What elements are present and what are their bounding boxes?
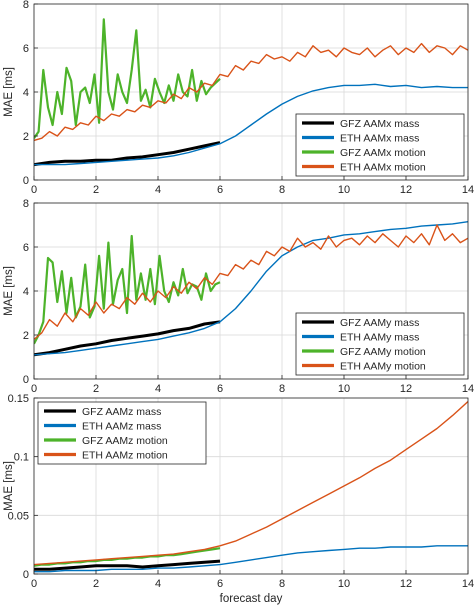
- axes-box: [33, 397, 469, 575]
- legend-entry: GFZ AAMz motion: [82, 435, 168, 447]
- series-line-1: [34, 559, 221, 571]
- legend-entry: ETH AAMy motion: [340, 361, 426, 373]
- x-tick-label: 0: [31, 184, 37, 196]
- x-tick-label: 12: [400, 383, 412, 395]
- y-tick-label: 4: [23, 286, 29, 298]
- x-tick-label: 4: [155, 578, 161, 590]
- x-tick-label: 6: [217, 578, 223, 590]
- x-tick-label: 14: [462, 383, 474, 395]
- x-tick-label: 10: [338, 578, 350, 590]
- x-tick-label: 12: [400, 578, 412, 590]
- series-line-2: [34, 545, 468, 573]
- series-line-2: [34, 83, 468, 166]
- x-tick-label: 8: [279, 578, 285, 590]
- legend: GFZ AAMx mass ETH AAMx mass GFZ AAMx motio…: [295, 113, 465, 177]
- series-line-3: [34, 547, 221, 567]
- x-tick-label: 12: [400, 184, 412, 196]
- series-line-4: [34, 400, 468, 566]
- chart-panel-3: 0 2 4 6 8 10 12 14 0 0.05 0.1 0.15 MAE [ms] forecast …: [3, 393, 474, 605]
- x-tick-label: 14: [462, 578, 474, 590]
- legend-entry: ETH AAMz mass: [82, 421, 161, 433]
- series-line-1: [34, 141, 221, 167]
- x-tick-label: 2: [93, 184, 99, 196]
- y-tick-label: 2: [23, 330, 29, 342]
- x-tick-label: 6: [217, 383, 223, 395]
- y-tick-label: 0: [23, 569, 29, 581]
- y-tick-label: 8: [23, 198, 29, 210]
- x-tick-label: 2: [93, 578, 99, 590]
- legend: GFZ AAMy mass ETH AAMy mass GFZ AAMy motio…: [295, 312, 465, 376]
- chart-panel-2: 0 2 4 6 8 10 12 14 0 2 4 6 8 MAE [ms] GFZ AAMy mass ETH…: [3, 198, 474, 395]
- x-tick-label: 10: [338, 184, 350, 196]
- series-line-4: [34, 224, 468, 340]
- y-tick-label: 6: [23, 242, 29, 254]
- y-tick-label: 0.15: [8, 393, 29, 405]
- legend-entry: GFZ AAMy motion: [340, 346, 426, 358]
- y-axis-label: MAE [ms]: [3, 461, 15, 511]
- series-line-4: [34, 42, 468, 142]
- y-tick-label: 6: [23, 43, 29, 55]
- legend-entry: GFZ AAMx mass: [340, 118, 419, 130]
- x-tick-label: 6: [217, 184, 223, 196]
- y-tick-label: 0: [23, 175, 29, 187]
- x-tick-label: 4: [155, 184, 161, 196]
- series-line-2: [34, 221, 468, 356]
- legend-entry: GFZ AAMx motion: [340, 147, 426, 159]
- legend: GFZ AAMz mass ETH AAMz mass GFZ AAMz motio…: [37, 401, 207, 465]
- series-line-1: [34, 320, 221, 357]
- x-tick-label: 0: [31, 578, 37, 590]
- x-tick-label: 4: [155, 383, 161, 395]
- y-axis-label: MAE [ms]: [3, 67, 15, 117]
- y-tick-label: 8: [23, 0, 29, 11]
- legend-entry: GFZ AAMy mass: [340, 317, 419, 329]
- y-tick-label: 4: [23, 87, 29, 99]
- legend-entry: GFZ AAMz mass: [82, 406, 161, 418]
- x-axis-label: forecast day: [220, 593, 283, 605]
- series-line-3: [34, 234, 221, 345]
- legend-entry: ETH AAMx mass: [340, 133, 419, 145]
- y-axis-label: MAE [ms]: [3, 266, 15, 316]
- legend-entry: ETH AAMy mass: [340, 332, 419, 344]
- x-tick-label: 0: [31, 383, 37, 395]
- legend-entry: ETH AAMx motion: [340, 162, 426, 174]
- x-tick-label: 8: [279, 184, 285, 196]
- chart-panel-1: 0 2 4 6 8 10 12 14 0 2 4 6 8 MAE [ms] GFZ AAMx mass ETH…: [3, 0, 474, 196]
- x-tick-label: 10: [338, 383, 350, 395]
- y-tick-label: 0: [23, 374, 29, 386]
- x-tick-label: 14: [462, 184, 474, 196]
- y-tick-label: 0.05: [8, 510, 29, 522]
- legend-entry: ETH AAMz motion: [82, 450, 168, 462]
- x-tick-label: 2: [93, 383, 99, 395]
- y-tick-label: 0.1: [14, 452, 29, 464]
- y-tick-label: 2: [23, 131, 29, 143]
- x-tick-label: 8: [279, 383, 285, 395]
